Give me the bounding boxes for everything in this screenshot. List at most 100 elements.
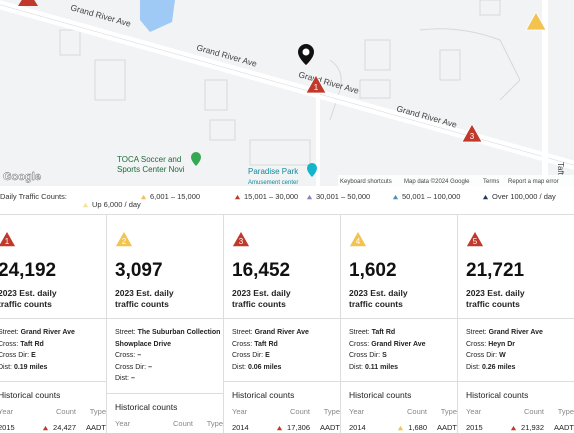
map-marker[interactable]	[525, 11, 547, 31]
est-label: 2023 Est. daily traffic counts	[466, 288, 525, 309]
separator	[458, 381, 574, 382]
buildings	[59, 0, 521, 166]
map-marker[interactable]: 1	[305, 74, 327, 94]
field-value: Taft Rd	[371, 329, 396, 336]
map[interactable]: Grand River Ave Grand River Ave Grand Ri…	[0, 0, 574, 186]
legend-item: 15,001 – 30,000	[234, 192, 298, 201]
history-count-value: 17,306	[287, 423, 310, 432]
column-header: Count	[406, 407, 427, 416]
triangle-icon	[510, 424, 517, 431]
map-footer-link[interactable]: Report a map error	[508, 179, 559, 185]
field-value: S	[382, 352, 387, 359]
history-year: 2015	[0, 423, 15, 432]
field-value: 0.11 miles	[364, 363, 399, 371]
column-header: Count	[523, 407, 544, 416]
legend-item: 6,001 – 15,000	[140, 192, 200, 201]
legend-item: 50,001 – 100,000	[392, 192, 460, 201]
place-label: Paradise Park	[248, 167, 299, 176]
card-list: 1 24,192 2023 Est. daily traffic counts Str…	[0, 214, 574, 433]
column-header: Year	[232, 407, 248, 416]
badge-label: 3	[239, 237, 244, 246]
est-label: 2023 Est. daily traffic counts	[115, 288, 174, 309]
map-footer	[338, 175, 574, 186]
field-label: Street:	[349, 329, 370, 336]
traffic-card[interactable]: 3 16,452 2023 Est. daily traffic counts Str…	[224, 215, 341, 433]
legend-label: 6,001 – 15,000	[150, 192, 201, 201]
map-marker[interactable]	[18, 0, 38, 6]
history-year: 2014	[232, 423, 249, 432]
est-label: 2023 Est. daily traffic counts	[349, 288, 408, 309]
historical-label: Historical counts	[0, 390, 61, 400]
history-count-value: 24,427	[53, 423, 76, 432]
legend-label: 30,001 – 50,000	[316, 192, 371, 201]
legend-title: Daily Traffic Counts:	[0, 192, 67, 201]
field-value: Grand River Ave	[488, 329, 543, 336]
field-row: Cross Dir: W	[466, 350, 574, 362]
map-footer-link[interactable]: Keyboard shortcuts	[340, 179, 392, 185]
column-header: Type	[206, 418, 223, 428]
column-header: Type	[89, 407, 106, 416]
field-row: Street: Grand River Ave	[232, 327, 340, 339]
history-count: 21,932	[496, 423, 544, 432]
triangle-icon	[276, 424, 283, 431]
historical-label: Historical counts	[466, 390, 529, 400]
field-label: Dist:	[466, 363, 480, 371]
field-label: Dist:	[232, 363, 246, 371]
historical-label: Historical counts	[232, 390, 295, 400]
field-value: –	[130, 375, 135, 382]
history-count: 1,680	[379, 423, 427, 432]
historical-label: Historical counts	[115, 401, 178, 412]
history-header: Year Count Type	[115, 419, 223, 428]
field-row: Cross Dir: S	[349, 350, 457, 362]
field-row: Cross: Heyn Dr	[466, 339, 574, 351]
legend: Daily Traffic Counts: 6,001 – 15,000 15,0…	[0, 186, 574, 212]
legend-label: 15,001 – 30,000	[244, 192, 299, 201]
traffic-card[interactable]: 4 1,602 2023 Est. daily traffic counts Stre…	[341, 215, 458, 433]
place-label: Sports Center Novi	[117, 165, 185, 174]
triangle-icon	[392, 193, 399, 200]
field-value: Taft Rd	[20, 340, 44, 348]
separator	[341, 318, 457, 319]
field-value: E	[265, 352, 270, 359]
marker-label: 1	[314, 83, 319, 92]
field-label: Cross:	[466, 340, 487, 348]
badge-label: 2	[122, 237, 127, 246]
field-label: Cross:	[115, 352, 136, 359]
history-count-value: 21,932	[521, 423, 544, 432]
triangle-icon	[306, 193, 313, 200]
triangle-icon	[234, 193, 241, 200]
traffic-count: 1,602	[349, 260, 397, 281]
field-label: Street:	[0, 329, 19, 336]
field-row: Dist: 0.06 miles	[232, 362, 340, 374]
triangle-icon: 1	[0, 230, 16, 247]
traffic-count: 21,721	[466, 260, 525, 281]
column-header: Count	[55, 407, 76, 416]
marker-label: 3	[470, 132, 475, 141]
field-value: 0.26 miles	[481, 363, 516, 371]
separator	[0, 381, 106, 382]
column-header: Year	[0, 407, 14, 416]
history-type: AADT	[436, 423, 457, 432]
triangle-icon: 4	[349, 230, 367, 247]
traffic-count: 16,452	[232, 260, 291, 281]
pin[interactable]	[298, 44, 314, 65]
column-header: Year	[466, 407, 482, 416]
history-row: 2014 17,306 AADT	[232, 423, 340, 432]
traffic-card[interactable]: 2 3,097 2023 Est. daily traffic counts Stre…	[107, 215, 224, 433]
map-footer-link[interactable]: Terms	[483, 179, 499, 185]
history-count: 24,427	[28, 423, 76, 432]
badge: 2	[115, 230, 223, 252]
map-logo: Google	[3, 171, 41, 183]
legend-label: Up 6,000 / day	[92, 200, 141, 209]
triangle-icon: 3	[232, 230, 250, 247]
field-value: –	[137, 352, 142, 359]
map-marker[interactable]: 3	[461, 123, 483, 143]
field-value: Grand River Ave	[254, 329, 309, 336]
separator	[224, 318, 340, 319]
traffic-card[interactable]: 5 21,721 2023 Est. daily traffic counts Str…	[458, 215, 574, 433]
history-header: Year Count Type	[466, 407, 574, 416]
traffic-card[interactable]: 1 24,192 2023 Est. daily traffic counts Str…	[0, 215, 107, 433]
field-label: Street:	[466, 329, 487, 336]
badge-label: 4	[356, 237, 361, 246]
history-row: 2015 21,932 AADT	[466, 423, 574, 432]
